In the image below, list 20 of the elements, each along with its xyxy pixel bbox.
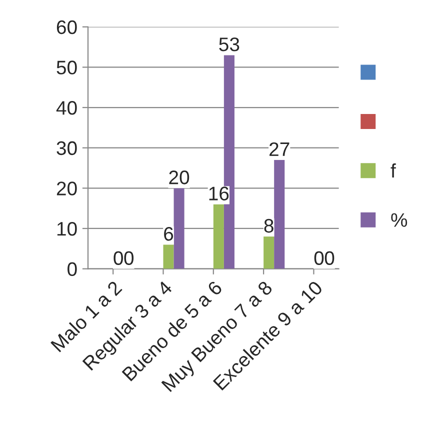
legend-label: f [390, 163, 396, 178]
y-tick-label: 60 [56, 20, 77, 34]
y-tick-label: 20 [56, 182, 77, 196]
y-tick-label: 30 [56, 141, 77, 156]
y-tick-label: 40 [56, 100, 77, 115]
data-label: 0 [124, 251, 134, 265]
y-tick-label: 50 [56, 60, 77, 74]
data-label: 0 [114, 251, 123, 265]
data-label: 0 [324, 251, 334, 265]
data-label: 20 [169, 170, 190, 184]
data-label: 6 [164, 226, 174, 241]
data-label: 27 [270, 142, 290, 156]
data-label: 8 [264, 218, 274, 233]
legend-label: % [391, 213, 408, 227]
y-tick-label: 10 [57, 222, 77, 236]
data-label: 0 [314, 251, 324, 265]
data-label: 16 [209, 186, 229, 200]
bar [174, 188, 184, 269]
y-tick-label: 0 [68, 262, 77, 276]
data-label: 53 [219, 37, 240, 52]
